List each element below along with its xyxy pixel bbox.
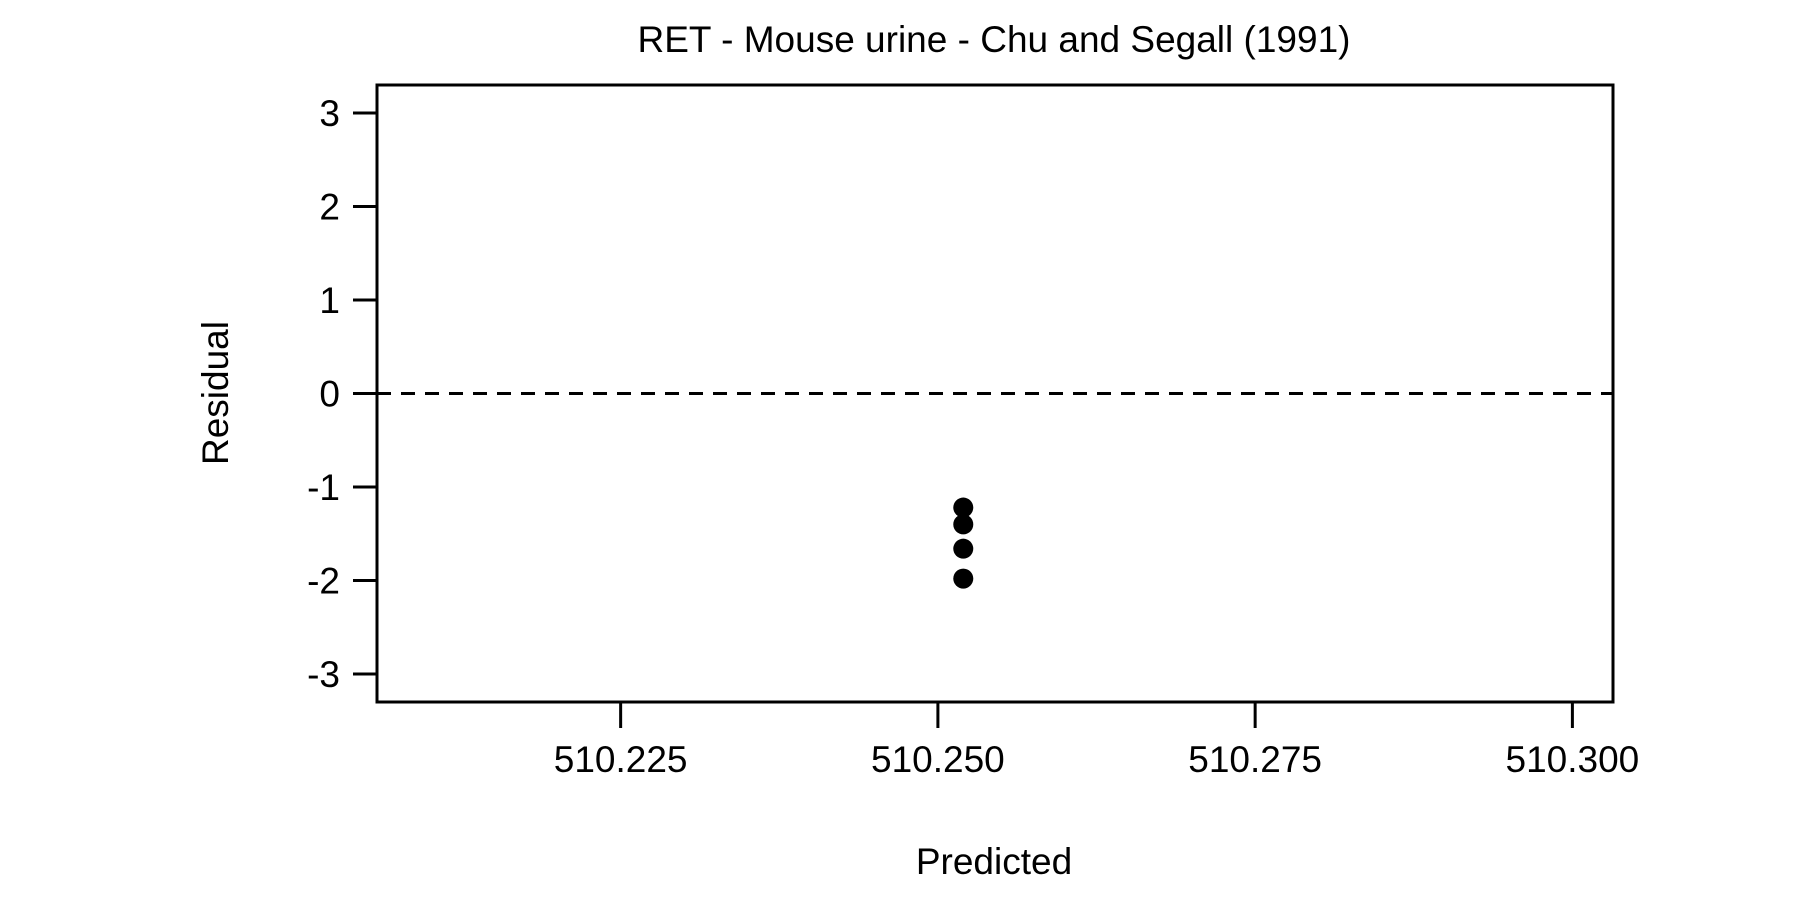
x-axis: 510.225 510.250 510.275 510.300 — [554, 702, 1639, 780]
x-tick-label: 510.250 — [871, 739, 1005, 780]
y-tick-label: 2 — [319, 187, 340, 228]
plot-frame — [375, 83, 1615, 704]
x-axis-label: Predicted — [916, 841, 1072, 882]
y-tick-label: -1 — [307, 467, 340, 508]
y-tick-label: 3 — [319, 93, 340, 134]
data-point — [953, 568, 974, 589]
y-tick-label: 1 — [319, 280, 340, 321]
y-tick-label: -3 — [307, 654, 340, 695]
data-points — [953, 497, 974, 589]
x-tick-label: 510.275 — [1188, 739, 1322, 780]
y-axis: 3 2 1 0 -1 -2 -3 — [307, 93, 377, 695]
y-tick-label: 0 — [319, 374, 340, 415]
data-point — [953, 514, 974, 535]
y-axis-label: Residual — [195, 321, 236, 465]
chart-title: RET - Mouse urine - Chu and Segall (1991… — [638, 19, 1351, 60]
data-point — [953, 538, 974, 559]
data-point — [953, 497, 974, 518]
x-tick-label: 510.225 — [554, 739, 688, 780]
y-tick-label: -2 — [307, 560, 340, 601]
x-tick-label: 510.300 — [1506, 739, 1640, 780]
